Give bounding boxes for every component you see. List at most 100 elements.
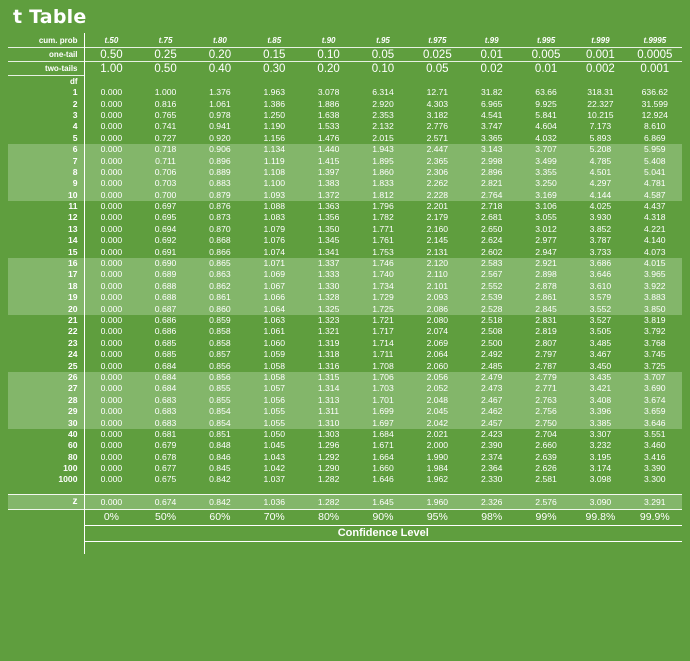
confidence-value: 90% [355,509,411,526]
t-value: 1.729 [355,292,411,304]
t-value: 2.042 [410,417,465,429]
df-value: 13 [8,223,85,236]
t-value: 4.541 [480,109,503,120]
t-value: 0.679 [154,440,177,451]
t-value: 0.860 [192,303,248,315]
t-value: 4.785 [573,155,628,167]
z-value: 1.645 [355,493,411,510]
t-value: 4.140 [644,235,666,246]
t-value: 2.064 [426,349,449,360]
t-value: 0.868 [209,235,231,246]
two-tails-value: 0.05 [426,62,449,75]
df-value: 21 [8,314,85,327]
t-value: 3.106 [535,201,557,212]
t-value: 0.816 [154,98,177,109]
one-tail-value: 0.005 [518,47,574,62]
t-value: 1.711 [372,349,394,360]
t-value: 2.602 [480,246,503,257]
df-row: 21 0.000 0.686 0.859 1.063 1.323 1.721 2.080 2.5… [8,314,682,327]
t-value: 1.740 [355,269,411,281]
t-value: 1.290 [317,463,340,474]
t-value: 1.660 [372,463,394,474]
t-value: 3.365 [480,132,503,143]
df-value: 18 [8,280,85,293]
t-value: 1.703 [355,383,411,395]
t-value: 2.763 [518,394,574,406]
df-value: 19 [8,292,85,304]
t-value: 0.866 [209,246,231,257]
df-row: 2 0.000 0.816 1.061 1.386 1.886 2.920 4.303 6.96… [8,98,682,110]
gap-cell [628,486,682,495]
t-value: 2.374 [480,451,503,462]
one-tail-value: 0.10 [301,47,356,62]
t-value: 4.221 [644,223,666,234]
two-tails-value: 0.01 [534,62,558,75]
t-value: 1.753 [372,246,394,257]
t-value: 1.000 [154,87,177,98]
t-value: 0.678 [154,451,177,462]
t-value: 0.870 [209,223,231,234]
t-value: 0.000 [84,371,139,384]
df-value: 80 [8,451,85,463]
one-tail-value: 0.50 [84,47,139,62]
t-value: 0.687 [138,303,193,315]
t-value: 1.321 [317,326,340,337]
t-value: 4.318 [644,212,666,223]
confidence-value: 60% [192,509,248,526]
t-value: 2.160 [426,223,449,234]
z-row: z 0.000 0.674 0.842 1.036 1.282 1.645 1.960 2.32… [8,493,682,510]
df-value: 6 [8,143,85,156]
df-value: 5 [8,132,85,144]
t-value: 0.856 [209,360,231,371]
t-value: 3.792 [644,326,666,337]
t-value: 0.845 [209,463,231,474]
t-value: 2.797 [535,349,557,360]
t-value: 2.228 [410,189,465,201]
t-value: 0.000 [100,201,123,212]
t-value: 6.869 [644,132,666,143]
t-value: 0.690 [138,257,193,270]
t-value: 5.208 [573,143,628,156]
two-tails-value: 0.02 [480,62,503,75]
t-value: 1.341 [317,246,340,257]
t-value: 1.646 [372,474,394,485]
t-value: 0.683 [138,394,193,406]
z-value: 0.000 [84,493,139,510]
t-value: 1.050 [263,428,286,439]
t-value: 1.990 [426,451,449,462]
t-value: 2.132 [372,121,394,132]
t-value: 1.057 [247,383,302,395]
df-row: 20 0.000 0.687 0.860 1.064 1.325 1.725 2.086 2.5… [8,303,682,315]
df-value: 3 [8,109,85,122]
t-value: 0.681 [154,428,177,439]
t-value: 1.250 [263,109,286,120]
t-header: t.85 [247,33,302,48]
t-header: t.95 [355,33,411,48]
t-value: 4.073 [644,246,666,257]
cum-prob-row: cum. prob t.50 t.75 t.80 t.85 t.90 t.95 t.975 t.… [8,33,682,48]
t-value: 2.056 [410,371,465,384]
df-value: 100 [8,462,85,475]
t-value: 1.984 [426,463,449,474]
t-value: 0.858 [209,337,231,348]
t-value: 1.093 [247,189,302,201]
t-value: 3.610 [573,280,628,293]
t-value: 3.883 [627,292,682,304]
df-row: 29 0.000 0.683 0.854 1.055 1.311 1.699 2.045 2.4… [8,405,682,418]
t-value: 3.707 [518,143,574,156]
t-value: 2.145 [426,235,449,246]
z-value: 2.326 [464,493,519,510]
t-value: 0.000 [100,246,123,257]
t-value: 2.201 [426,201,449,212]
t-value: 0.846 [209,451,231,462]
t-value: 4.015 [627,257,682,270]
t-value: 2.179 [426,212,449,223]
t-value: 0.879 [192,189,248,201]
t-distribution-table: cum. prob t.50 t.75 t.80 t.85 t.90 t.95 t.975 t.… [8,33,682,554]
page-title: t Table [13,6,87,28]
t-value: 6.965 [480,98,503,109]
t-value: 3.850 [627,303,682,315]
t-value: 0.706 [138,166,193,179]
df-row: 12 0.000 0.695 0.873 1.083 1.356 1.782 2.179 2.6… [8,212,682,224]
t-value: 1.079 [263,223,286,234]
